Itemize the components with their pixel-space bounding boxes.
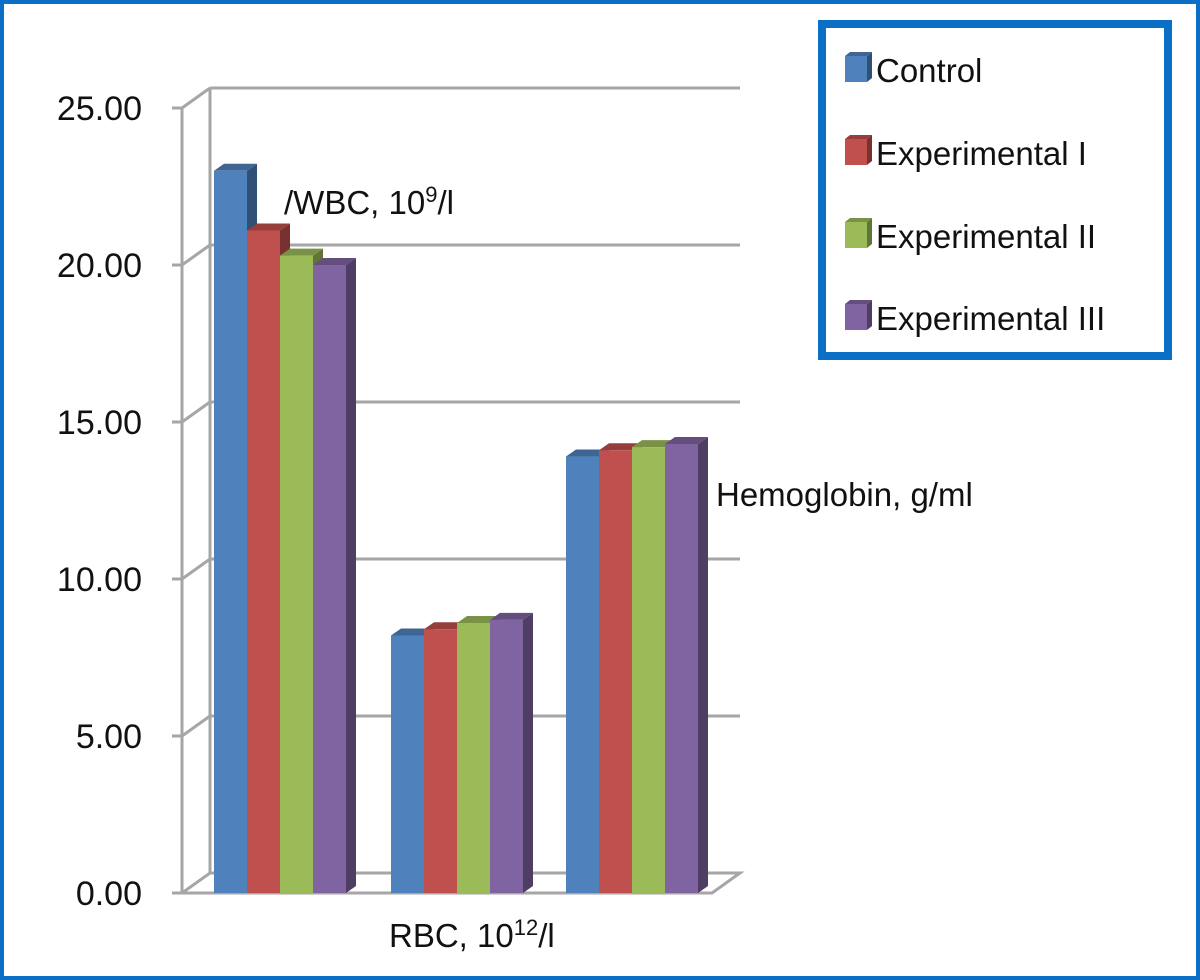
bar [313, 265, 346, 893]
gridline-depth [181, 400, 211, 424]
bar [247, 230, 280, 893]
y-tick-label: 10.00 [57, 561, 142, 599]
legend-swatch-top [845, 135, 872, 139]
category-label-main: RBC, 10 [389, 917, 514, 954]
legend-swatch [845, 222, 867, 248]
legend-label: Control [876, 52, 982, 89]
y-tick-label: 15.00 [57, 404, 142, 442]
bar [599, 450, 632, 893]
legend-swatch [845, 56, 867, 82]
category-label-main: Hemoglobin, g/ml [716, 476, 973, 513]
gridline-depth [181, 557, 211, 581]
legend-swatch [845, 139, 867, 165]
category-label-suffix: /l [437, 184, 454, 221]
bar-side [346, 258, 356, 893]
legend-swatch-side [867, 52, 872, 82]
legend-label: Experimental III [876, 300, 1105, 337]
bar [280, 255, 313, 893]
bar-top [391, 628, 434, 636]
bar [665, 443, 698, 893]
legend-swatch [845, 304, 867, 330]
category-label-suffix: /l [538, 917, 555, 954]
bar [214, 170, 247, 894]
bar-top [247, 223, 290, 231]
bar [632, 447, 665, 893]
bar-top [490, 612, 533, 620]
bar-top [424, 622, 467, 630]
bar [424, 629, 457, 893]
category-label: Hemoglobin, g/ml [716, 476, 973, 513]
bar [566, 456, 599, 893]
legend-swatch-top [845, 52, 872, 56]
category-label-superscript: 12 [514, 915, 538, 940]
y-tick-label: 20.00 [57, 247, 142, 285]
legend-swatch-side [867, 300, 872, 330]
bar [391, 635, 424, 893]
bar-top [457, 615, 500, 623]
gridline-depth [181, 714, 211, 738]
legend-swatch-top [845, 300, 872, 304]
chart-floor [177, 871, 745, 895]
bar [490, 619, 523, 893]
legend-label: Experimental I [876, 135, 1087, 172]
gridline-depth [181, 86, 211, 110]
bar-side [523, 612, 533, 893]
bar-top [566, 449, 609, 457]
legend-swatch-side [867, 218, 872, 248]
bar-top [632, 440, 675, 448]
y-tick-label: 5.00 [76, 718, 142, 756]
legend-swatch-side [867, 135, 872, 165]
bar-top [280, 248, 323, 256]
y-tick-label: 25.00 [57, 90, 142, 128]
bar-top [665, 436, 708, 444]
legend-label: Experimental II [876, 218, 1096, 255]
category-label: /WBC, 109/l [284, 182, 454, 221]
bar [457, 622, 490, 893]
category-label: RBC, 1012/l [389, 915, 555, 954]
category-label-main: /WBC, 10 [284, 184, 425, 221]
bar-top [313, 258, 356, 265]
bar-side [698, 436, 708, 893]
bar-top [599, 443, 642, 451]
y-tick-label: 0.00 [76, 875, 142, 913]
bar-top [214, 163, 257, 171]
legend-swatch-top [845, 218, 872, 222]
category-label-superscript: 9 [425, 182, 437, 207]
legend-box [818, 20, 1172, 360]
gridline-depth [181, 243, 211, 267]
